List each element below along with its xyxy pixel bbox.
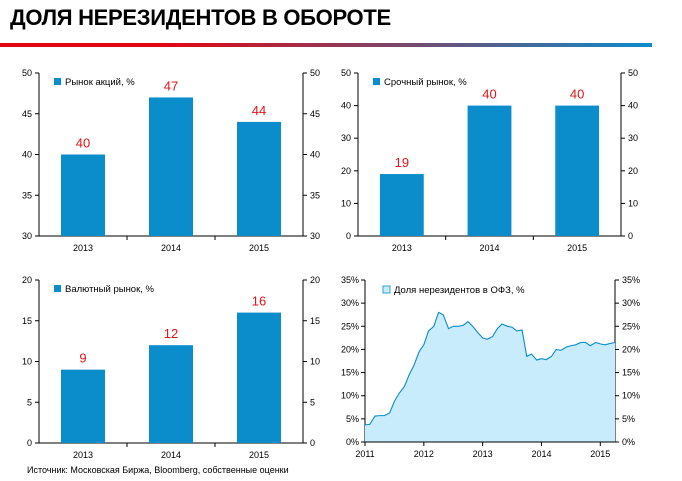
bar-2014 [149,97,193,236]
y-tick-label-right: 50 [310,68,320,78]
y-tick-label-right: 5% [622,414,635,424]
chart-derivatives-market: 0 0 10 10 20 20 30 30 40 40 50 50 19 2013 40 2014 40 2015… [341,68,638,253]
bar-2013 [61,369,105,443]
data-label-2014: 12 [164,326,178,341]
y-tick-label-right: 10% [622,391,640,401]
y-tick-label-left: 5% [346,414,359,424]
x-tick-label: 2015 [249,243,269,253]
data-label-2015: 40 [570,87,584,102]
legend-swatch [373,78,380,85]
data-label-2013: 9 [79,351,86,366]
bar-2014 [467,105,512,236]
x-tick-label: 2014 [161,450,181,460]
y-tick-label-left: 5 [27,397,32,407]
y-tick-label-left: 30 [22,231,32,241]
x-tick-label: 2013 [473,449,493,459]
y-tick-label-left: 35 [22,190,32,200]
bar-2013 [61,154,105,236]
legend-swatch [54,285,61,292]
page-title: ДОЛЯ НЕРЕЗИДЕНТОВ В ОБОРОТЕ [10,5,391,30]
y-tick-label-left: 0% [346,437,359,447]
y-tick-label-left: 0 [346,231,351,241]
chart-equity-market: 30 30 35 35 40 40 45 45 50 50 40 2013 47 2014 44 2015 Ры… [22,68,320,253]
y-tick-label-left: 40 [341,101,351,111]
y-tick-label-left: 50 [22,68,32,78]
legend-label: Срочный рынок, % [384,77,467,88]
y-tick-label-left: 15 [22,316,32,326]
x-tick-label: 2014 [531,449,551,459]
y-tick-label-right: 5 [310,397,315,407]
x-tick-label: 2015 [567,243,587,253]
x-tick-label: 2015 [590,449,610,459]
y-tick-label-right: 30 [628,133,638,143]
y-tick-label-right: 10 [628,198,638,208]
y-tick-label-left: 0 [27,438,32,448]
series-line [364,311,616,426]
x-tick-label: 2014 [161,243,181,253]
y-tick-label-left: 20 [22,275,32,285]
y-tick-label-right: 0% [622,437,635,447]
x-tick-label: 2014 [479,243,499,253]
chart-ofz-share: 0% 0% 5% 5% 10% 10% 15% 15% 20% 20% 25% 25% 30% 30% 35… [341,275,640,459]
y-tick-label-right: 0 [628,231,633,241]
y-tick-label-right: 50 [628,68,638,78]
title-rule [0,43,652,47]
x-tick-label: 2012 [414,449,434,459]
legend-label: Валютный рынок, % [65,284,155,295]
y-tick-label-right: 40 [310,150,320,160]
x-tick-label: 2013 [392,243,412,253]
bar-2015 [237,121,281,236]
y-tick-label-right: 30% [622,298,640,308]
bar-2013 [379,174,424,236]
bar-2014 [149,345,193,443]
legend-swatch [382,285,391,294]
y-tick-label-left: 40 [22,150,32,160]
data-label-2013: 40 [76,136,90,151]
y-tick-label-left: 20 [341,166,351,176]
bar-2015 [237,312,281,443]
y-tick-label-right: 15 [310,316,320,326]
y-tick-label-left: 10 [22,357,32,367]
x-tick-label: 2011 [355,449,374,459]
data-label-2014: 40 [482,87,496,102]
y-tick-label-left: 10 [341,198,351,208]
y-tick-label-left: 35% [341,275,359,285]
data-label-2015: 16 [252,294,266,309]
y-tick-label-right: 45 [310,109,320,119]
y-tick-label-left: 50 [341,68,351,78]
legend-swatch [54,78,61,85]
y-tick-label-right: 40 [628,101,638,111]
x-tick-label: 2013 [73,450,93,460]
y-tick-label-right: 15% [622,368,640,378]
y-tick-label-left: 20% [341,344,359,354]
y-tick-label-right: 35% [622,275,640,285]
data-label-2013: 19 [395,155,409,170]
x-tick-label: 2015 [249,450,269,460]
y-tick-label-left: 30% [341,298,359,308]
area-fill [365,312,615,442]
y-tick-label-left: 15% [341,368,359,378]
y-tick-label-left: 45 [22,109,32,119]
source-note: Источник: Московская Биржа, Bloomberg, с… [27,465,289,475]
y-tick-label-right: 10 [310,357,320,367]
y-tick-label-right: 0 [310,438,315,448]
y-tick-label-left: 10% [341,391,359,401]
y-tick-label-right: 35 [310,190,320,200]
y-tick-label-left: 25% [341,321,359,331]
y-tick-label-right: 20 [628,166,638,176]
legend-label: Доля нерезидентов в ОФЗ, % [394,285,525,296]
y-tick-label-right: 20 [310,275,320,285]
data-label-2015: 44 [252,103,266,118]
bar-2015 [555,105,600,236]
chart-fx-market: 0 0 5 5 10 10 15 15 20 20 9 2013 12 2014 16 2015 Валютны… [22,275,320,460]
x-tick-label: 2013 [73,243,93,253]
legend-label: Рынок акций, % [65,77,135,88]
y-tick-label-right: 25% [622,321,640,331]
y-tick-label-right: 30 [310,231,320,241]
y-tick-label-right: 20% [622,344,640,354]
data-label-2014: 47 [164,78,178,93]
y-tick-label-left: 30 [341,133,351,143]
